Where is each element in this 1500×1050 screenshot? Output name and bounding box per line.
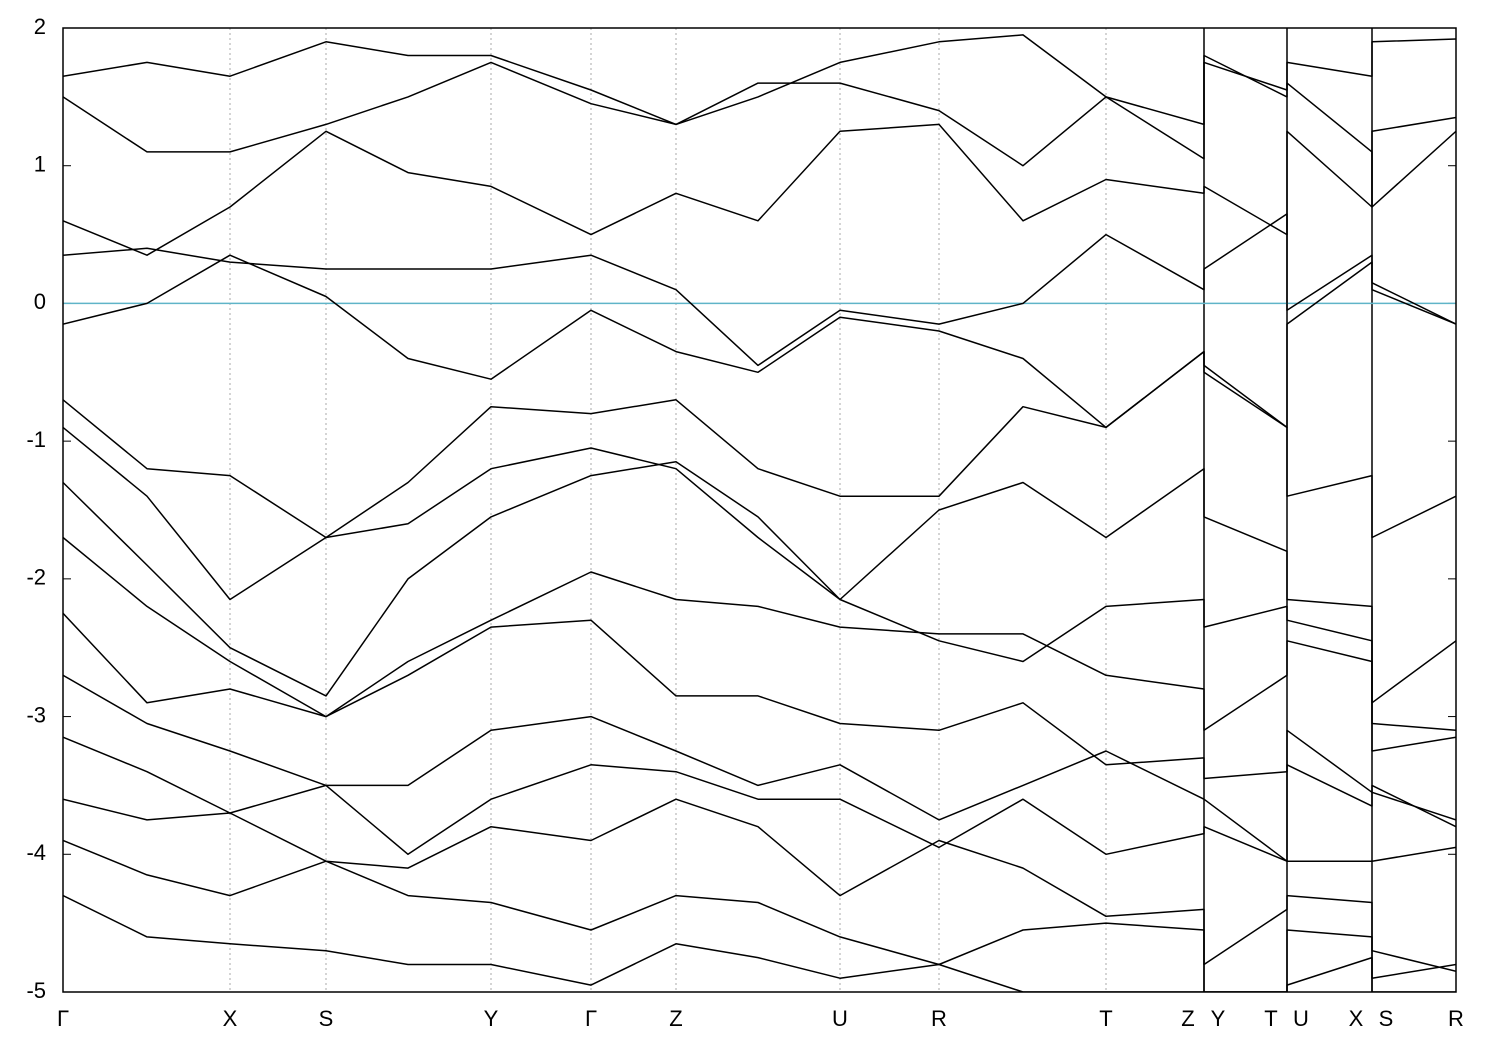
x-tick-label: Y (484, 1006, 499, 1031)
band-line (63, 116, 1456, 256)
y-tick-label: -2 (26, 565, 46, 590)
x-tick-label: T (1264, 1006, 1277, 1031)
y-tick-label: -4 (26, 840, 46, 865)
x-tick-label: R (931, 1006, 947, 1031)
x-tick-label: Y (1211, 1006, 1226, 1031)
x-tick-label: S (319, 1006, 334, 1031)
band-line (63, 426, 1456, 704)
plot-frame (62, 27, 1457, 993)
y-tick-label: 2 (34, 14, 46, 39)
x-tick-label: U (832, 1006, 848, 1031)
band-line (63, 612, 1456, 828)
x-tick-label: Γ (57, 1006, 69, 1031)
y-tick-label: -3 (26, 702, 46, 727)
band-line (63, 461, 1456, 732)
band-line (63, 41, 1456, 208)
y-tick-label: -1 (26, 427, 46, 452)
band-line (63, 34, 1456, 153)
x-tick-label: T (1099, 1006, 1112, 1031)
y-tick-label: 0 (34, 289, 46, 314)
band-line (63, 536, 1456, 752)
band-line (63, 254, 1456, 429)
x-tick-label: U (1293, 1006, 1309, 1031)
y-tick-label: 1 (34, 152, 46, 177)
band-line (63, 798, 1456, 973)
x-tick-label: Z (1181, 1006, 1194, 1031)
x-tick-label: R (1448, 1006, 1464, 1031)
y-tick-label: -5 (26, 978, 46, 1003)
band-line (63, 736, 1456, 862)
x-tick-label: X (1349, 1006, 1364, 1031)
bands (63, 34, 1456, 992)
x-tick-label: X (223, 1006, 238, 1031)
band-line (63, 839, 1456, 992)
band-line (63, 350, 1456, 539)
band-line (63, 894, 1456, 992)
band-line (63, 213, 1456, 367)
x-tick-label: S (1379, 1006, 1394, 1031)
x-tick-label: Z (669, 1006, 682, 1031)
x-tick-label: Γ (585, 1006, 597, 1031)
